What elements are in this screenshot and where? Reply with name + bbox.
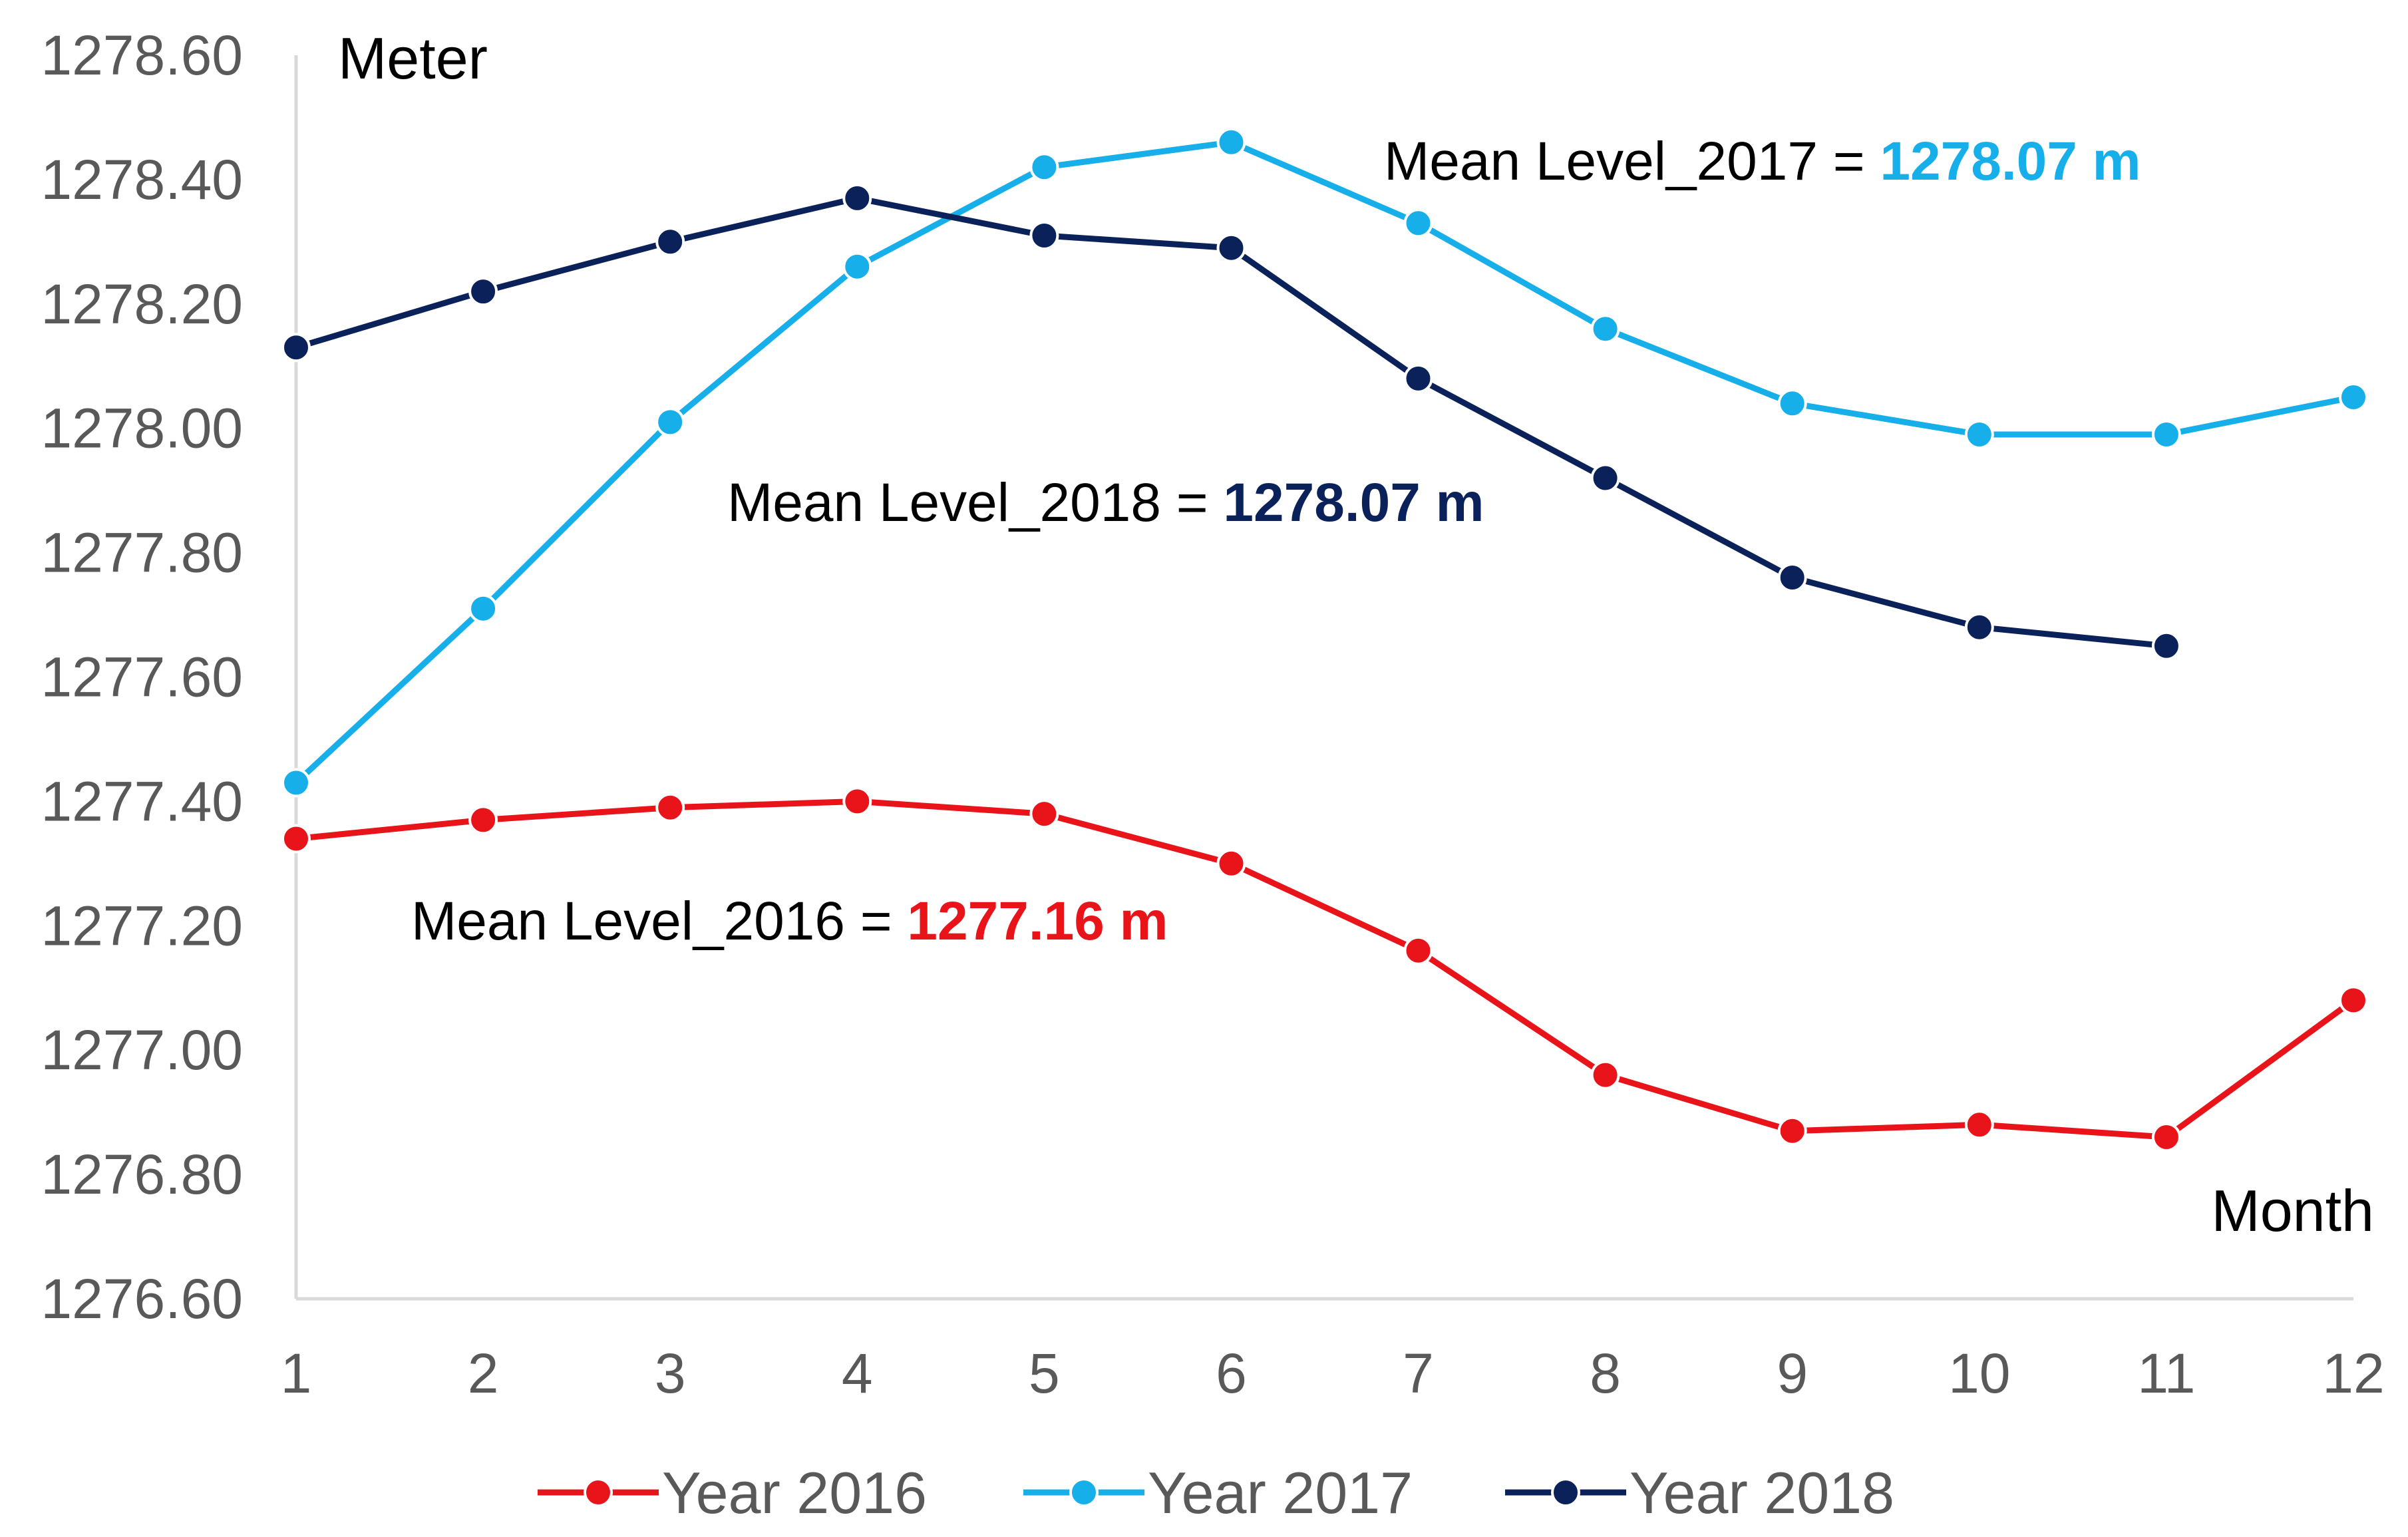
data-point <box>1029 221 1059 250</box>
y-tick-labels: 1276.60 1276.80 1277.00 1277.20 1277.40 1277.… <box>41 24 243 1330</box>
x-tick-label: 9 <box>1777 1342 1808 1405</box>
y-tick-label: 1276.60 <box>41 1268 243 1330</box>
legend-label-2: Year 2017 <box>1148 1460 1413 1526</box>
data-point <box>1216 233 1246 263</box>
legend-label-1: Year 2016 <box>662 1460 927 1526</box>
series-line-2 <box>293 139 2354 785</box>
y-tick-label: 1277.60 <box>41 646 243 709</box>
mean-level-2016-label: Mean Level_2016 = <box>411 891 907 951</box>
data-point <box>281 768 311 798</box>
data-point <box>1590 314 1620 344</box>
legend-marker-2 <box>1069 1478 1099 1507</box>
data-point <box>655 407 685 437</box>
data-point <box>1403 208 1433 238</box>
legend-marker-1 <box>584 1478 613 1507</box>
mean-level-2016-annotation: Mean Level_2016 = 1277.16 m <box>411 891 1168 951</box>
data-point <box>842 183 872 213</box>
series-line-1 <box>295 798 2355 1140</box>
data-point <box>2151 1122 2181 1152</box>
data-point <box>1590 1060 1620 1090</box>
axes <box>294 55 2353 1301</box>
x-tick-label: 12 <box>2322 1342 2384 1405</box>
y-tick-label: 1278.60 <box>41 24 243 86</box>
legend-marker-3 <box>1551 1478 1580 1507</box>
data-point <box>1216 127 1246 157</box>
x-tick-label: 10 <box>1948 1342 2010 1405</box>
x-tick-label: 7 <box>1403 1342 1434 1405</box>
data-point <box>655 792 685 822</box>
mean-level-2017-annotation: Mean Level_2017 = 1278.07 m <box>1384 131 2141 192</box>
data-point <box>1029 152 1059 182</box>
x-tick-label: 8 <box>1590 1342 1621 1405</box>
data-point <box>1777 563 1807 592</box>
y-axis-title: Meter <box>338 25 488 91</box>
x-tick-label: 4 <box>842 1342 873 1405</box>
data-point <box>1590 463 1620 493</box>
data-point <box>1777 389 1807 419</box>
x-tick-label: 3 <box>655 1342 686 1405</box>
data-point <box>1403 363 1433 393</box>
data-point <box>842 252 872 281</box>
series-line-3 <box>295 195 2167 649</box>
y-tick-label: 1277.40 <box>41 770 243 832</box>
data-point <box>468 594 498 623</box>
data-point <box>281 824 311 854</box>
legend-label-3: Year 2018 <box>1630 1460 1894 1526</box>
data-point <box>655 227 685 257</box>
series-points <box>281 127 2368 1152</box>
y-tick-label: 1278.00 <box>41 397 243 460</box>
data-point <box>468 805 498 835</box>
y-tick-label: 1278.40 <box>41 148 243 211</box>
data-point <box>1216 848 1246 878</box>
data-point <box>2151 420 2181 449</box>
data-point <box>2339 985 2368 1015</box>
series-lines <box>293 139 2355 1140</box>
x-tick-label: 2 <box>468 1342 499 1405</box>
y-tick-label: 1277.20 <box>41 894 243 957</box>
x-tick-label: 1 <box>281 1342 312 1405</box>
x-tick-labels: 1 2 3 4 5 6 7 8 9 10 11 12 <box>281 1342 2385 1405</box>
data-point <box>1403 936 1433 965</box>
mean-level-2017-label: Mean Level_2017 = <box>1384 131 1880 192</box>
mean-level-2018-value: 1278.07 m <box>1223 472 1484 533</box>
legend: Year 2016 Year 2017 Year 2018 <box>538 1460 1894 1526</box>
x-tick-label: 11 <box>2137 1342 2195 1405</box>
mean-level-2018-annotation: Mean Level_2018 = 1278.07 m <box>727 472 1484 533</box>
data-point <box>281 333 311 363</box>
data-point <box>1964 1110 1994 1140</box>
y-tick-label: 1276.80 <box>41 1143 243 1206</box>
mean-level-2018-label: Mean Level_2018 = <box>727 472 1223 533</box>
data-point <box>1777 1116 1807 1146</box>
data-point <box>2151 631 2181 661</box>
y-tick-label: 1277.80 <box>41 522 243 584</box>
mean-level-2016-value: 1277.16 m <box>907 891 1168 951</box>
data-point <box>1964 612 1994 642</box>
x-tick-label: 5 <box>1029 1342 1060 1405</box>
data-point <box>1029 799 1059 829</box>
data-point <box>468 277 498 307</box>
y-tick-label: 1278.20 <box>41 273 243 335</box>
data-point <box>1964 420 1994 449</box>
x-axis-title: Month <box>2211 1178 2374 1244</box>
y-tick-label: 1277.00 <box>41 1019 243 1081</box>
data-point <box>842 786 872 816</box>
x-tick-label: 6 <box>1216 1342 1247 1405</box>
mean-level-2017-value: 1278.07 m <box>1880 131 2141 192</box>
mean-level-annotations: Mean Level_2017 = 1278.07 m Mean Level_2… <box>411 131 2141 951</box>
data-point <box>2339 383 2368 412</box>
